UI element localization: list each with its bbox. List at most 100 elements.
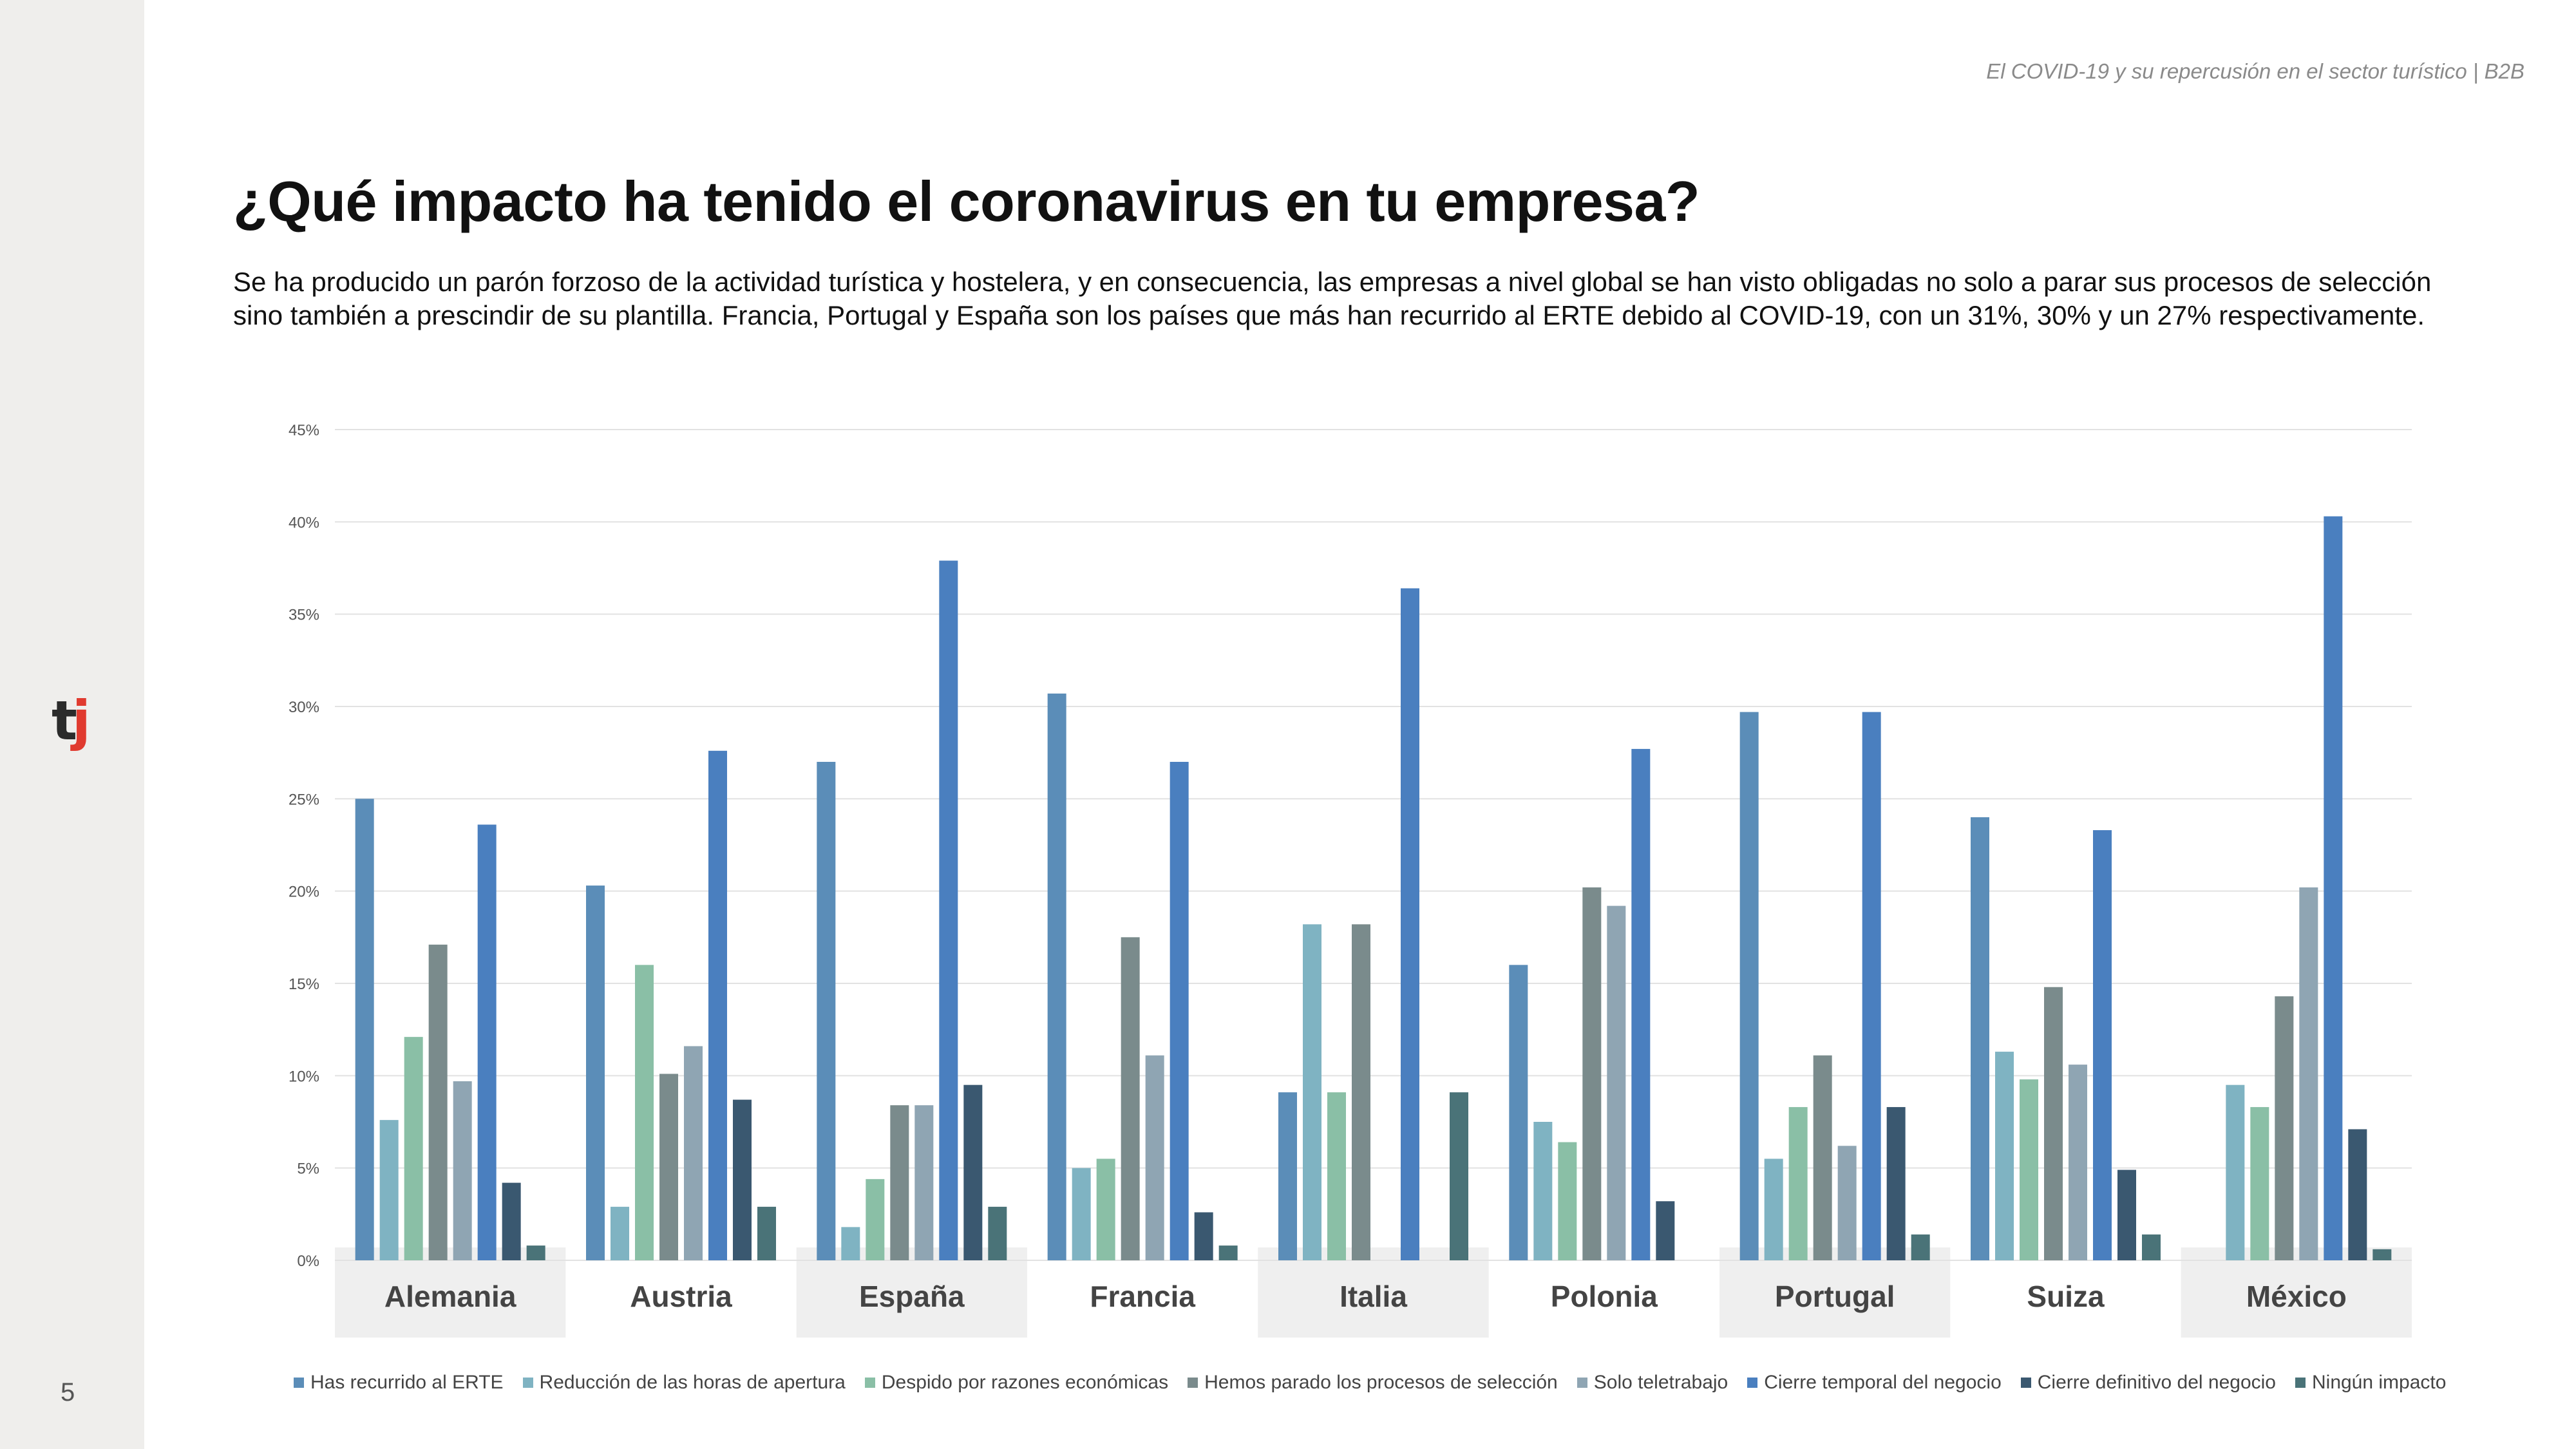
bar: [502, 1182, 521, 1260]
legend-label: Reducción de las horas de apertura: [539, 1372, 846, 1393]
bar: [1862, 712, 1881, 1260]
legend-swatch: [1577, 1378, 1587, 1388]
category-label: España: [859, 1280, 965, 1313]
logo-j-glyph: j: [70, 689, 91, 752]
bar: [2299, 887, 2318, 1260]
legend-item: Cierre temporal del negocio: [1747, 1372, 2002, 1394]
legend-item: Solo teletrabajo: [1577, 1372, 1728, 1394]
bar: [841, 1227, 860, 1260]
category-label: Italia: [1340, 1280, 1407, 1313]
bar: [1558, 1142, 1577, 1260]
bar: [2324, 516, 2343, 1260]
bar: [1607, 905, 1626, 1260]
bar: [988, 1206, 1007, 1260]
legend-item: Reducción de las horas de apertura: [522, 1372, 846, 1394]
bar: [708, 750, 727, 1260]
bar: [1582, 887, 1602, 1260]
legend-swatch: [294, 1378, 304, 1388]
category-label: Francia: [1090, 1280, 1195, 1313]
bar: [1047, 693, 1066, 1260]
legend-label: Ningún impacto: [2311, 1372, 2447, 1393]
bar: [2117, 1170, 2136, 1260]
tj-logo: t j: [52, 689, 91, 752]
bar: [1352, 924, 1370, 1260]
bar: [914, 1105, 934, 1260]
bar: [1533, 1122, 1553, 1260]
legend-label: Cierre definitivo del negocio: [2037, 1372, 2276, 1393]
bar: [817, 762, 836, 1260]
legend-swatch: [2295, 1378, 2306, 1388]
y-tick-label: 10%: [289, 1068, 319, 1085]
bar: [1072, 1168, 1091, 1260]
legend-item: Ningún impacto: [2295, 1372, 2446, 1394]
legend-label: Despido por razones económicas: [881, 1372, 1169, 1393]
legend-swatch: [2020, 1378, 2031, 1388]
bar: [1509, 965, 1528, 1260]
bar: [2044, 987, 2063, 1260]
category-label: México: [2246, 1280, 2347, 1313]
bar: [1656, 1201, 1675, 1260]
category-band: [1258, 1247, 1489, 1338]
bar: [526, 1245, 545, 1260]
bar: [1218, 1245, 1238, 1260]
legend-swatch: [522, 1378, 533, 1388]
chart-legend: Has recurrido al ERTE Reducción de las ho…: [294, 1372, 2446, 1394]
category-label: Austria: [630, 1280, 732, 1313]
page-intro: Se ha producido un parón forzoso de la a…: [233, 267, 2432, 330]
y-tick-label: 15%: [289, 976, 319, 993]
bar: [684, 1046, 703, 1260]
page-number: 5: [61, 1378, 75, 1406]
y-tick-label: 25%: [289, 791, 319, 808]
bar: [1911, 1234, 1930, 1260]
legend-label: Cierre temporal del negocio: [1764, 1372, 2002, 1393]
category-label: Portugal: [1775, 1280, 1895, 1313]
bar: [404, 1037, 423, 1260]
bar: [2250, 1107, 2269, 1260]
y-tick-label: 40%: [289, 514, 319, 531]
bar: [2093, 830, 2112, 1260]
bar: [939, 560, 958, 1260]
bar: [1194, 1212, 1213, 1260]
bar: [1170, 762, 1189, 1260]
bar: [1813, 1055, 1832, 1260]
bar: [2275, 996, 2294, 1260]
bar: [2020, 1079, 2038, 1260]
legend-label: Solo teletrabajo: [1593, 1372, 1728, 1393]
category-label: Alemania: [384, 1280, 516, 1313]
bar: [1971, 817, 1989, 1260]
y-tick-label: 30%: [289, 699, 319, 716]
bar: [586, 886, 605, 1260]
sidebar: [0, 0, 144, 1449]
bar: [1995, 1052, 2014, 1260]
bar: [1121, 937, 1140, 1260]
bar: [2348, 1129, 2367, 1260]
category-label: Suiza: [2027, 1280, 2105, 1313]
bar: [2372, 1249, 2392, 1260]
bar: [453, 1081, 472, 1260]
logo-t-glyph: t: [52, 689, 77, 752]
category-band: [796, 1247, 1027, 1338]
bar: [379, 1120, 399, 1260]
y-tick-label: 20%: [289, 884, 319, 901]
bar: [866, 1179, 885, 1260]
y-tick-label: 5%: [297, 1160, 319, 1178]
bar: [2069, 1065, 2087, 1260]
bar: [1788, 1107, 1808, 1260]
legend-item: Hemos parado los procesos de selección: [1188, 1372, 1558, 1394]
bar: [1145, 1055, 1164, 1260]
bar: [1739, 712, 1759, 1260]
bar: [2226, 1084, 2245, 1260]
legend-label: Has recurrido al ERTE: [310, 1372, 504, 1393]
bar: [2142, 1234, 2161, 1260]
bar: [1886, 1107, 1906, 1260]
y-tick-label: 45%: [289, 422, 319, 439]
bar: [1631, 748, 1651, 1260]
y-tick-label: 0%: [297, 1253, 319, 1270]
legend-label: Hemos parado los procesos de selección: [1204, 1372, 1558, 1393]
category-band: [1719, 1247, 1951, 1338]
legend-swatch: [864, 1378, 875, 1388]
bar: [1450, 1092, 1468, 1260]
bar: [963, 1084, 983, 1260]
y-tick-label: 35%: [289, 607, 319, 624]
